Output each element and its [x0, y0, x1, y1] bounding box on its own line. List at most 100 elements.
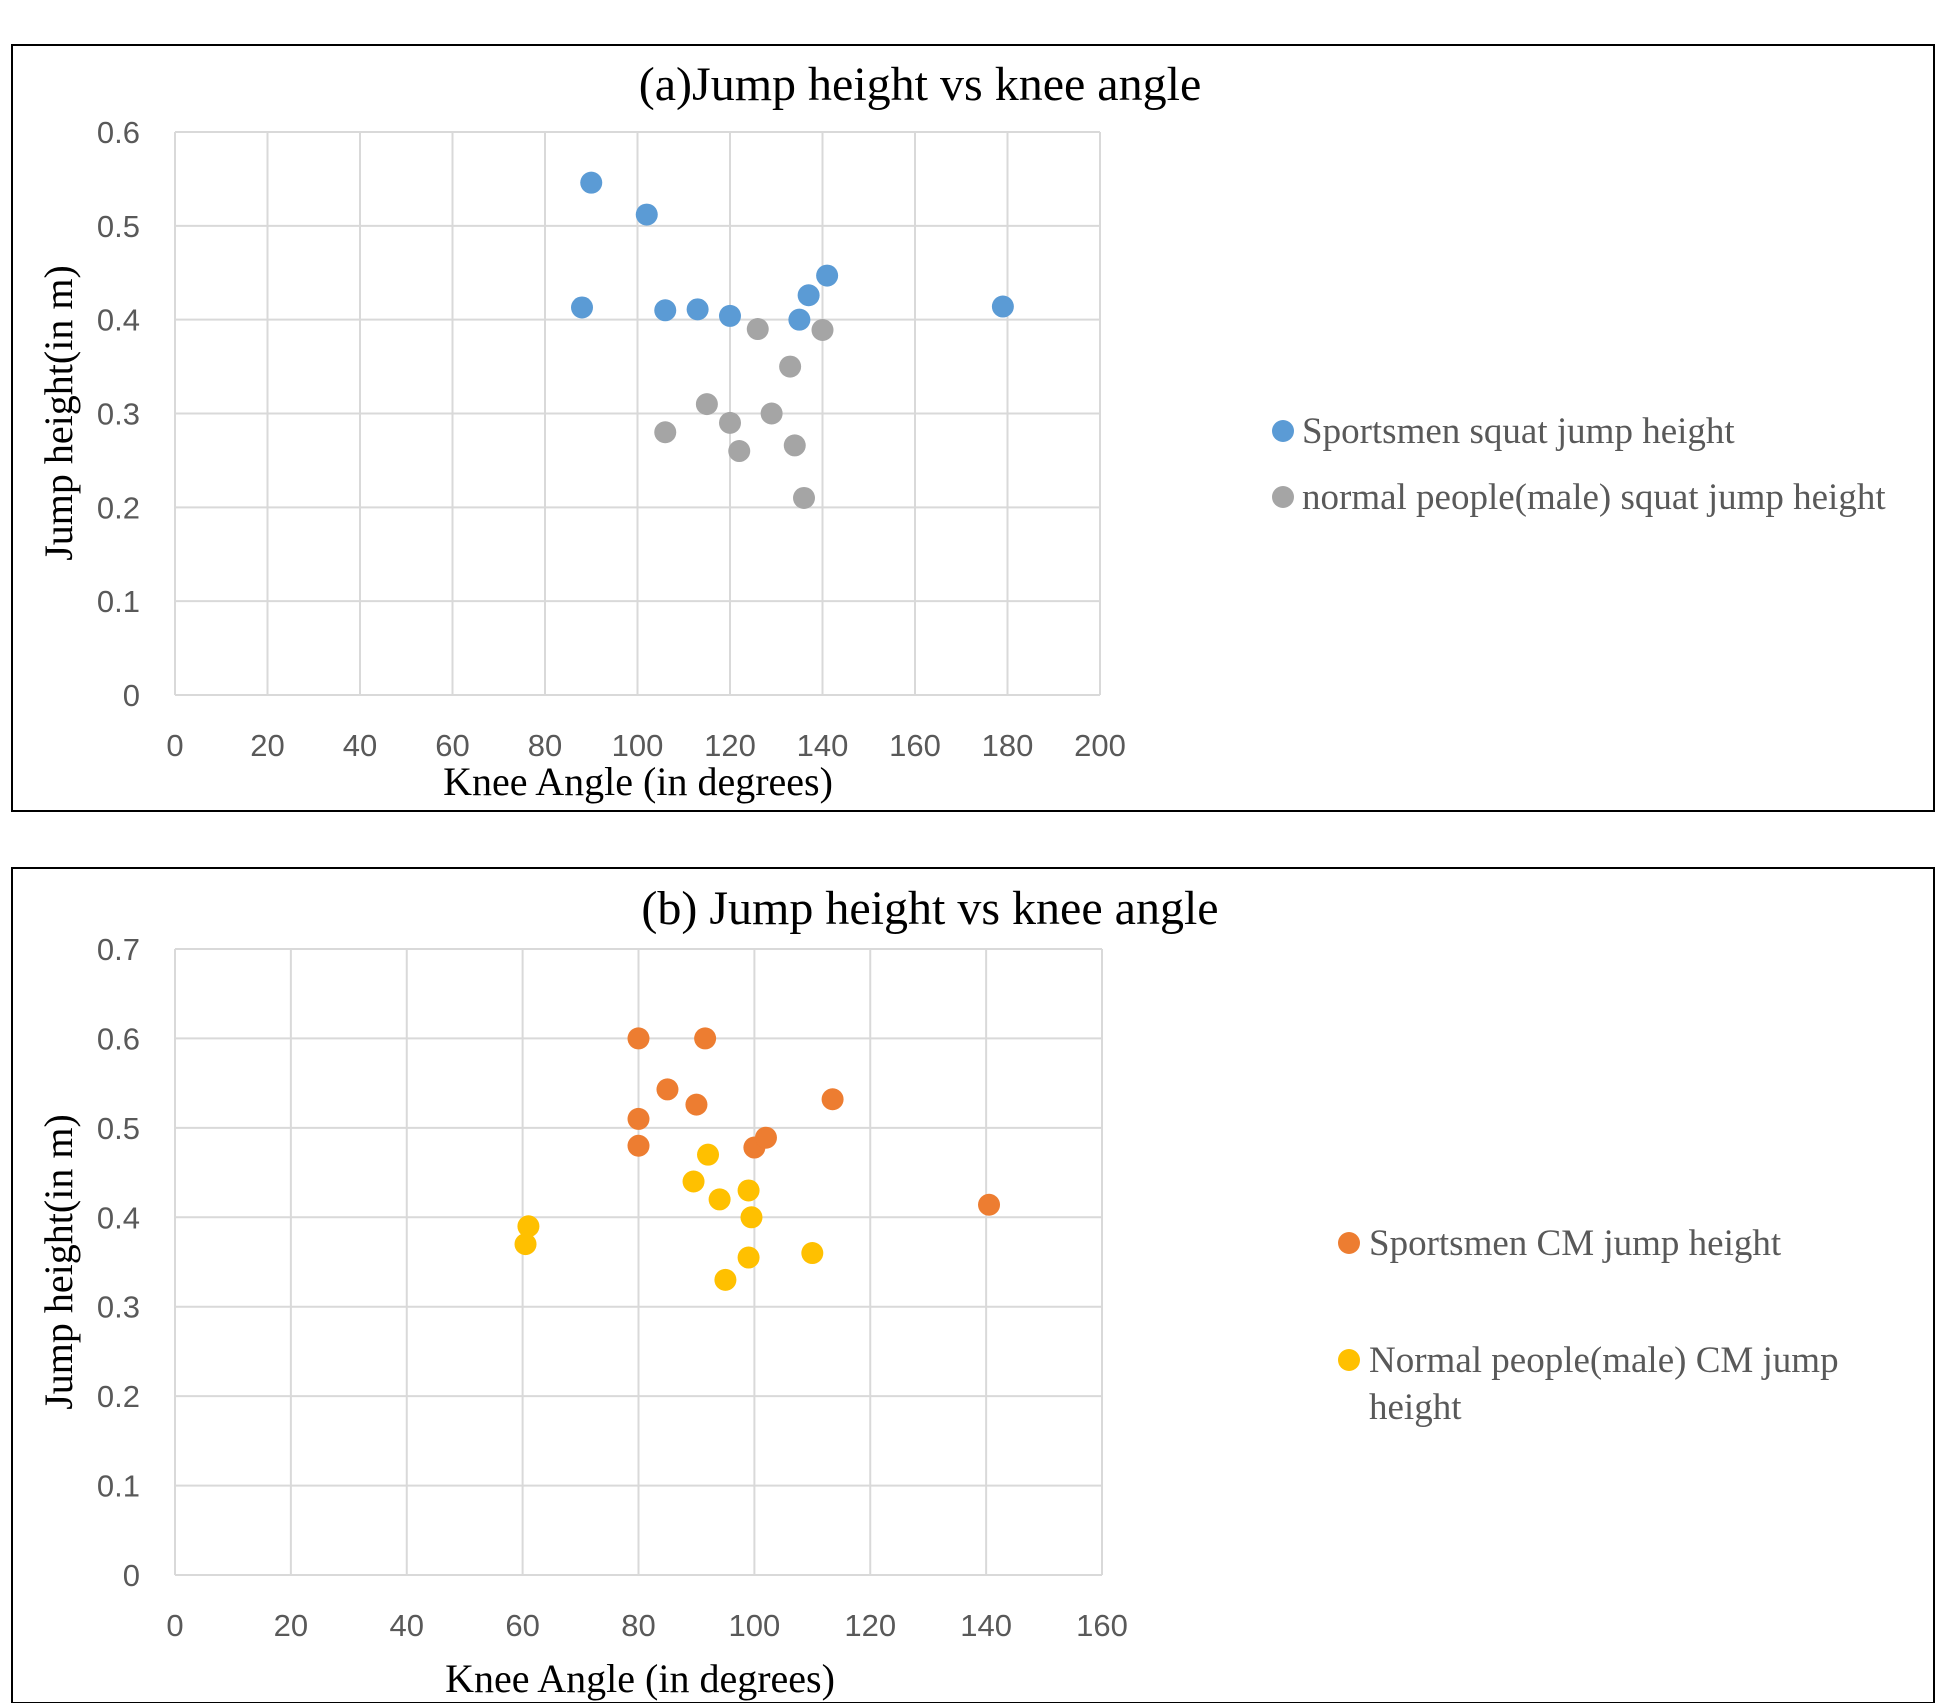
data-point: [654, 299, 677, 322]
x-tick-label: 20: [274, 1608, 308, 1643]
data-point: [811, 318, 834, 341]
legend-label: Sportsmen squat jump height: [1302, 411, 1735, 452]
legend-marker: [1272, 486, 1294, 508]
data-point: [797, 284, 820, 307]
y-tick-label: 0.5: [97, 1111, 140, 1146]
y-tick-label: 0.7: [97, 932, 140, 967]
chart-a: 0 20 40 60 80 100 120 140 160 180 200 0 0.1 0.2 0.3 0.4…: [11, 44, 1935, 812]
x-tick-label: 40: [343, 728, 377, 763]
series-1: [514, 1143, 824, 1291]
y-tick-label: 0.4: [97, 1200, 140, 1235]
data-point: [695, 393, 718, 416]
series-1: [654, 318, 834, 509]
data-point: [728, 440, 751, 463]
x-tick-label: 140: [797, 728, 849, 763]
data-point: [627, 1134, 650, 1157]
x-tick-label: 60: [435, 728, 469, 763]
x-tick-label: 120: [844, 1608, 896, 1643]
chart-title: (b) Jump height vs knee angle: [641, 882, 1218, 935]
data-point: [571, 296, 593, 319]
y-tick-label: 0.5: [97, 209, 140, 244]
x-tick-label: 80: [528, 728, 562, 763]
x-tick-label: 60: [505, 1608, 539, 1643]
y-tick-label: 0.6: [97, 115, 140, 150]
y-tick-label: 0.3: [97, 1290, 140, 1325]
data-point: [740, 1206, 763, 1229]
legend-entry: Normal people(male) CM jump height: [1338, 1340, 1839, 1428]
data-point: [746, 318, 769, 341]
x-tick-label: 160: [1076, 1608, 1128, 1643]
data-point: [991, 295, 1014, 318]
data-point: [635, 203, 658, 226]
legend-entry: Sportsmen squat jump height: [1272, 411, 1735, 452]
data-point: [694, 1027, 717, 1050]
y-tick-label: 0.2: [97, 490, 140, 525]
data-point: [978, 1193, 1001, 1216]
data-point: [517, 1215, 540, 1238]
legend-label: Normal people(male) CM jump height: [1369, 1340, 1839, 1428]
x-tick-label: 180: [982, 728, 1034, 763]
series-0: [571, 171, 1014, 331]
data-point: [719, 304, 741, 327]
data-point: [754, 1126, 777, 1149]
y-axis-label: Jump height(in m): [36, 265, 81, 561]
series-0: [627, 1027, 1001, 1216]
x-tick-label: 100: [612, 728, 664, 763]
data-point: [708, 1188, 731, 1211]
legend-label: normal people(male) squat jump height: [1302, 477, 1886, 518]
x-tick-label: 140: [960, 1608, 1012, 1643]
x-tick-label: 160: [889, 728, 941, 763]
y-axis-label: Jump height(in m): [36, 1114, 81, 1410]
data-point: [760, 402, 783, 425]
x-tick-label: 0: [166, 1608, 183, 1643]
data-point: [816, 264, 839, 287]
data-point: [654, 421, 677, 444]
x-tick-label: 100: [729, 1608, 781, 1643]
x-tick-label: 200: [1074, 728, 1126, 763]
data-point: [783, 434, 806, 457]
legend-marker: [1272, 420, 1294, 442]
data-point: [737, 1179, 760, 1202]
x-tick-label: 0: [166, 728, 183, 763]
data-point: [685, 1093, 708, 1116]
chart-title: (a)Jump height vs knee angle: [639, 58, 1202, 111]
x-tick-label: 20: [250, 728, 284, 763]
data-point: [779, 355, 802, 378]
data-point: [719, 411, 741, 434]
data-point: [627, 1027, 650, 1050]
chart-b: 0 20 40 60 80 100 120 140 160 0 0.1 0.2 0.3 0.4 0.5 0.6…: [11, 867, 1935, 1703]
y-tick-label: 0.4: [97, 303, 140, 338]
data-point: [737, 1246, 760, 1269]
legend-entry: Sportsmen CM jump height: [1338, 1223, 1782, 1264]
legend-marker: [1338, 1349, 1360, 1371]
data-point: [580, 171, 603, 194]
x-axis-label: Knee Angle (in degrees): [443, 759, 833, 804]
y-tick-label: 0.1: [97, 1469, 140, 1504]
data-point: [682, 1170, 705, 1193]
data-point: [627, 1107, 650, 1130]
x-tick-label: 120: [704, 728, 756, 763]
data-point: [714, 1268, 737, 1291]
data-point: [697, 1143, 720, 1166]
x-axis-label: Knee Angle (in degrees): [445, 1656, 835, 1701]
legend-entry: normal people(male) squat jump height: [1272, 477, 1886, 518]
data-point: [686, 298, 709, 321]
data-point: [801, 1242, 824, 1265]
legend-marker: [1338, 1232, 1360, 1254]
legend-label: Sportsmen CM jump height: [1369, 1223, 1782, 1264]
y-tick-label: 0.1: [97, 584, 140, 619]
data-point: [788, 308, 811, 331]
data-point: [656, 1078, 679, 1101]
y-tick-label: 0: [123, 1558, 140, 1593]
y-tick-label: 0.6: [97, 1021, 140, 1056]
y-tick-label: 0: [123, 678, 140, 713]
chart-frame: [11, 867, 1935, 1703]
y-tick-label: 0.3: [97, 397, 140, 432]
x-tick-label: 80: [621, 1608, 655, 1643]
y-tick-label: 0.2: [97, 1379, 140, 1414]
chart-frame: [11, 44, 1935, 812]
data-point: [821, 1088, 844, 1111]
data-point: [793, 486, 815, 509]
x-tick-label: 40: [390, 1608, 424, 1643]
